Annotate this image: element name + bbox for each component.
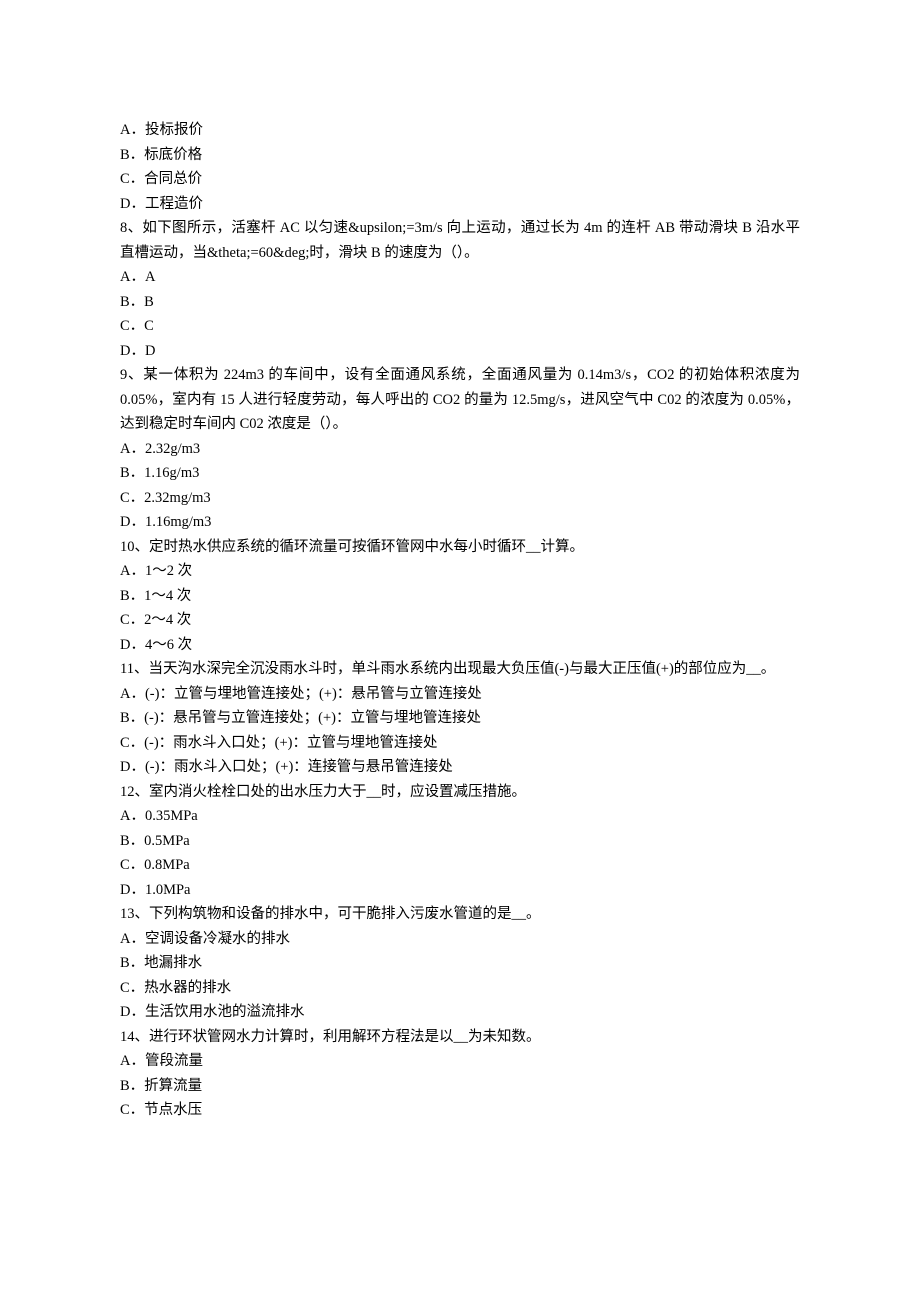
- option-d: D．1.16mg/m3: [120, 510, 800, 535]
- option-a: A．管段流量: [120, 1049, 800, 1074]
- document-page: A．投标报价 B．标底价格 C．合同总价 D．工程造价 8、如下图所示，活塞杆 …: [0, 0, 920, 1302]
- option-b: B．1.16g/m3: [120, 461, 800, 486]
- option-a: A．0.35MPa: [120, 804, 800, 829]
- option-c: C．(-)：雨水斗入口处；(+)：立管与埋地管连接处: [120, 731, 800, 756]
- option-a: A．(-)：立管与埋地管连接处；(+)：悬吊管与立管连接处: [120, 682, 800, 707]
- option-c: C．节点水压: [120, 1098, 800, 1123]
- question-14: 14、进行环状管网水力计算时，利用解环方程法是以__为未知数。: [120, 1025, 800, 1050]
- option-a: A．2.32g/m3: [120, 437, 800, 462]
- option-b: B．地漏排水: [120, 951, 800, 976]
- option-a: A．1～2 次: [120, 559, 800, 584]
- question-8: 8、如下图所示，活塞杆 AC 以匀速&upsilon;=3m/s 向上运动，通过…: [120, 216, 800, 265]
- option-b: B．(-)：悬吊管与立管连接处；(+)：立管与埋地管连接处: [120, 706, 800, 731]
- option-a: A．空调设备冷凝水的排水: [120, 927, 800, 952]
- question-10: 10、定时热水供应系统的循环流量可按循环管网中水每小时循环__计算。: [120, 535, 800, 560]
- question-12: 12、室内消火栓栓口处的出水压力大于__时，应设置减压措施。: [120, 780, 800, 805]
- option-d: D．工程造价: [120, 192, 800, 217]
- option-d: D．4～6 次: [120, 633, 800, 658]
- option-b: B．0.5MPa: [120, 829, 800, 854]
- option-a: A．A: [120, 265, 800, 290]
- question-9: 9、某一体积为 224m3 的车间中，设有全面通风系统，全面通风量为 0.14m…: [120, 363, 800, 437]
- option-d: D．1.0MPa: [120, 878, 800, 903]
- option-b: B．B: [120, 290, 800, 315]
- option-b: B．折算流量: [120, 1074, 800, 1099]
- option-d: D．生活饮用水池的溢流排水: [120, 1000, 800, 1025]
- option-d: D．(-)：雨水斗入口处；(+)：连接管与悬吊管连接处: [120, 755, 800, 780]
- option-b: B．标底价格: [120, 143, 800, 168]
- option-c: C．0.8MPa: [120, 853, 800, 878]
- option-c: C．2～4 次: [120, 608, 800, 633]
- question-11: 11、当天沟水深完全沉没雨水斗时，单斗雨水系统内出现最大负压值(-)与最大正压值…: [120, 657, 800, 682]
- option-b: B．1～4 次: [120, 584, 800, 609]
- option-c: C．热水器的排水: [120, 976, 800, 1001]
- option-c: C．合同总价: [120, 167, 800, 192]
- option-c: C．2.32mg/m3: [120, 486, 800, 511]
- question-13: 13、下列构筑物和设备的排水中，可干脆排入污废水管道的是__。: [120, 902, 800, 927]
- option-d: D．D: [120, 339, 800, 364]
- option-c: C．C: [120, 314, 800, 339]
- option-a: A．投标报价: [120, 118, 800, 143]
